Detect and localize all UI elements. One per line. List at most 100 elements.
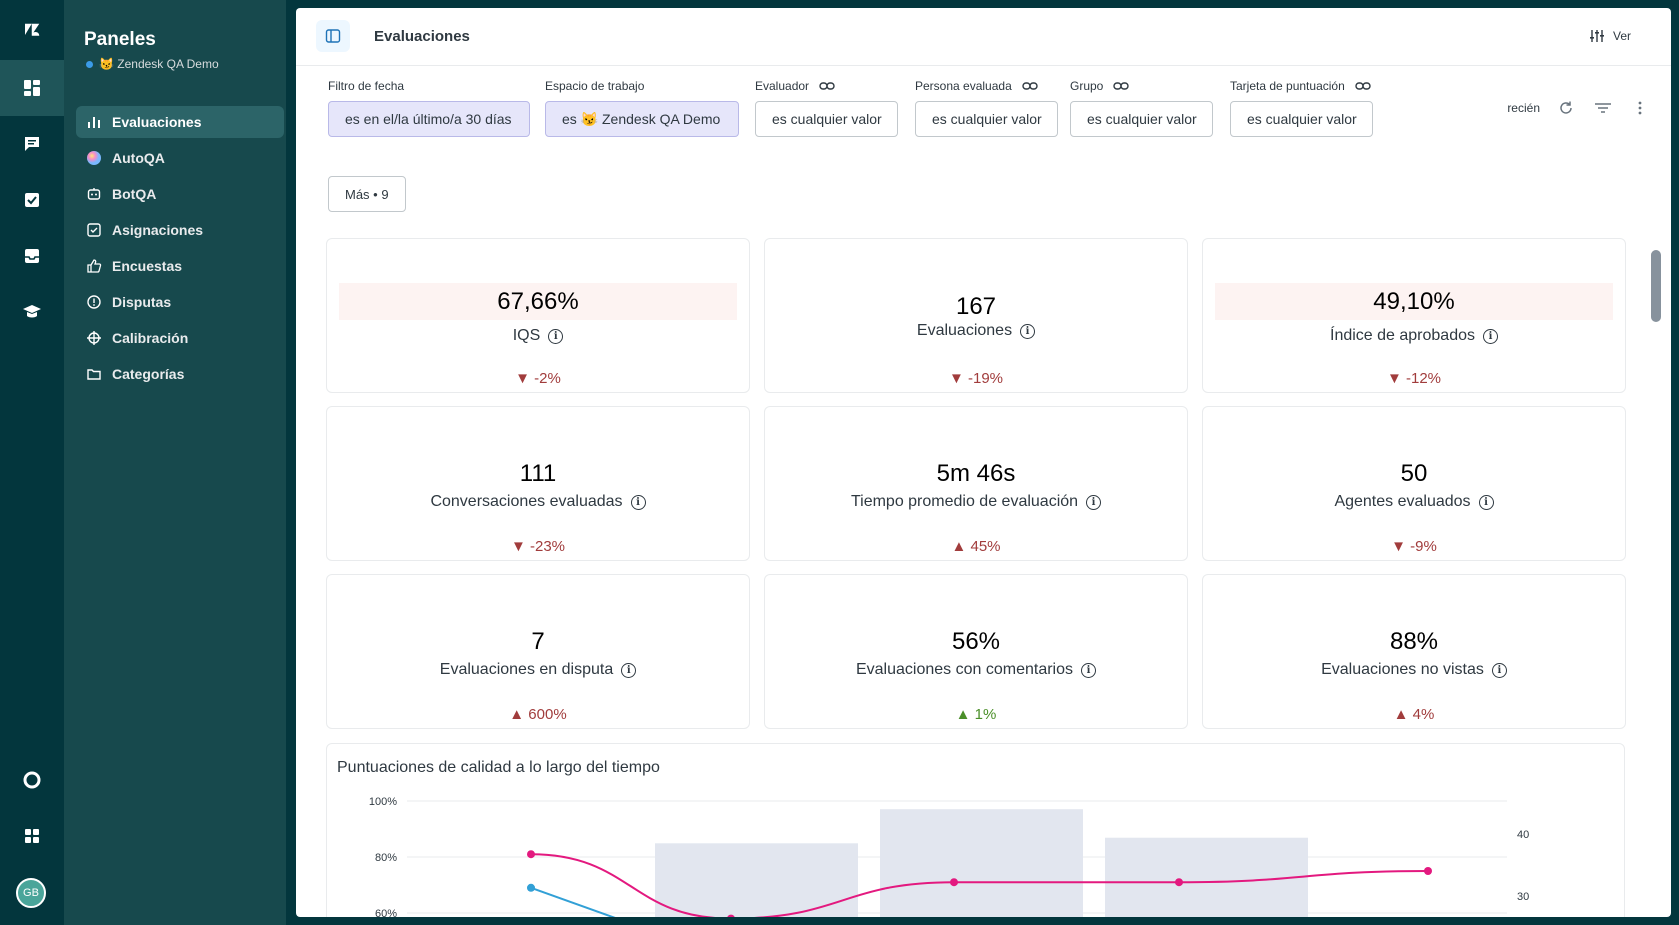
metric-card[interactable]: 88% Evaluaciones no vistas i ▲ 4% bbox=[1202, 574, 1626, 729]
filter-workspace-select[interactable]: es 😼 Zendesk QA Demo bbox=[545, 101, 739, 137]
metric-card[interactable]: 7 Evaluaciones en disputa i ▲ 600% bbox=[326, 574, 750, 729]
view-label: Ver bbox=[1612, 29, 1631, 43]
metric-label: IQS i bbox=[327, 327, 749, 345]
view-button[interactable]: Ver bbox=[1589, 28, 1631, 44]
sidebar-item-label: Calibración bbox=[112, 330, 189, 346]
sidebar-item-autoqa[interactable]: AutoQA bbox=[76, 142, 284, 174]
workspace-name: 😼 Zendesk QA Demo bbox=[99, 57, 219, 71]
quality-chart: 100% 80% 60% 40 30 bbox=[369, 796, 1529, 917]
sidebar-item-evaluaciones[interactable]: Evaluaciones bbox=[76, 106, 284, 138]
info-icon[interactable]: i bbox=[630, 494, 646, 510]
sidebar-item-calibracion[interactable]: Calibración bbox=[76, 322, 284, 354]
sidebar-toggle-button[interactable] bbox=[316, 20, 350, 52]
alert-circle-icon bbox=[87, 295, 101, 309]
zendesk-logo-icon[interactable] bbox=[0, 2, 64, 58]
metric-card[interactable]: 50 Agentes evaluados i ▼ -9% bbox=[1202, 406, 1626, 561]
info-icon[interactable]: i bbox=[621, 662, 637, 678]
metric-value: 111 bbox=[519, 460, 557, 487]
crosshair-icon bbox=[87, 331, 101, 345]
nav-title: Paneles bbox=[84, 29, 156, 50]
filter-icon[interactable] bbox=[1592, 100, 1614, 116]
y-tick-label: 100% bbox=[369, 796, 397, 808]
page-title: Evaluaciones bbox=[374, 28, 470, 45]
panel-icon bbox=[325, 29, 341, 43]
link-icon[interactable] bbox=[819, 81, 835, 91]
metric-value: 88% bbox=[1389, 628, 1439, 655]
top-bar: Evaluaciones Ver bbox=[296, 8, 1671, 66]
tasks-icon[interactable] bbox=[0, 172, 64, 228]
filter-date-select[interactable]: es en el/la último/a 30 días bbox=[328, 101, 530, 137]
metric-label-text: Índice de aprobados bbox=[1330, 327, 1475, 344]
sidebar-item-asignaciones[interactable]: Asignaciones bbox=[76, 214, 284, 246]
sidebar-item-disputas[interactable]: Disputas bbox=[76, 286, 284, 318]
filter-reviewer-select[interactable]: es cualquier valor bbox=[755, 101, 898, 137]
checkbox-icon bbox=[87, 223, 101, 237]
filter-scorecard: Tarjeta de puntuación es cualquier valor bbox=[1230, 78, 1373, 137]
more-filters-button[interactable]: Más • 9 bbox=[328, 176, 406, 212]
more-vertical-icon[interactable] bbox=[1632, 100, 1648, 116]
thumbs-up-icon bbox=[87, 259, 102, 273]
inbox-icon[interactable] bbox=[0, 228, 64, 284]
link-icon[interactable] bbox=[1022, 81, 1038, 91]
filter-tools: recién bbox=[1507, 100, 1648, 116]
metric-label: Evaluaciones en disputa i bbox=[327, 661, 749, 679]
metric-card[interactable]: 167 Evaluaciones i ▼ -19% bbox=[764, 238, 1188, 393]
y-tick-label: 80% bbox=[375, 852, 397, 864]
metric-card[interactable]: 56% Evaluaciones con comentarios i ▲ 1% bbox=[764, 574, 1188, 729]
sidebar-item-encuestas[interactable]: Encuestas bbox=[76, 250, 284, 282]
info-icon[interactable]: i bbox=[1081, 662, 1096, 678]
conversations-icon[interactable] bbox=[0, 116, 64, 172]
metric-label: Índice de aprobados i bbox=[1203, 327, 1625, 345]
coaching-icon[interactable] bbox=[0, 284, 64, 340]
dashboard-icon[interactable] bbox=[0, 60, 64, 116]
filter-label: Espacio de trabajo bbox=[545, 79, 645, 93]
y-tick-label: 60% bbox=[375, 908, 397, 917]
sidebar-item-label: Disputas bbox=[112, 294, 172, 310]
quality-chart-card: Puntuaciones de calidad a lo largo del t… bbox=[326, 743, 1625, 917]
filter-group-select[interactable]: es cualquier valor bbox=[1070, 101, 1213, 137]
link-icon[interactable] bbox=[1355, 81, 1371, 91]
scrollbar-thumb[interactable] bbox=[1651, 250, 1661, 322]
data-point bbox=[527, 850, 535, 859]
sidebar-item-botqa[interactable]: BotQA bbox=[76, 178, 284, 210]
metric-card[interactable]: 67,66% IQS i ▼ -2% bbox=[326, 238, 750, 393]
metric-label: Conversaciones evaluadas i bbox=[327, 493, 749, 511]
metric-label: Evaluaciones con comentarios i bbox=[765, 661, 1187, 679]
filter-label: Persona evaluada bbox=[915, 78, 1058, 94]
filter-reviewee-select[interactable]: es cualquier valor bbox=[915, 101, 1058, 137]
info-icon[interactable]: i bbox=[1086, 494, 1102, 510]
avatar[interactable]: GB bbox=[16, 878, 46, 908]
metric-label: Evaluaciones no vistas i bbox=[1203, 661, 1625, 679]
info-icon[interactable]: i bbox=[1020, 323, 1036, 339]
info-icon[interactable]: i bbox=[1483, 328, 1498, 344]
info-icon[interactable]: i bbox=[1491, 662, 1507, 678]
filter-scorecard-select[interactable]: es cualquier valor bbox=[1230, 101, 1373, 137]
metric-label-text: Conversaciones evaluadas bbox=[430, 493, 623, 510]
filter-bar: Filtro de fecha es en el/la último/a 30 … bbox=[328, 78, 1648, 148]
help-icon[interactable] bbox=[0, 752, 64, 808]
scrollbar[interactable] bbox=[1651, 238, 1661, 917]
metric-change: ▲ 600% bbox=[509, 706, 567, 723]
refresh-icon[interactable] bbox=[1558, 100, 1574, 116]
autoqa-orb-icon bbox=[87, 151, 101, 165]
workspace-indicator[interactable]: 😼 Zendesk QA Demo bbox=[86, 57, 219, 71]
apps-icon[interactable] bbox=[0, 808, 64, 864]
sidebar-item-label: Asignaciones bbox=[112, 222, 204, 238]
info-icon[interactable]: i bbox=[1478, 494, 1494, 510]
metric-card[interactable]: 111 Conversaciones evaluadas i ▼ -23% bbox=[326, 406, 750, 561]
chart-title: Puntuaciones de calidad a lo largo del t… bbox=[337, 759, 660, 776]
link-icon[interactable] bbox=[1113, 81, 1130, 91]
metric-value: 5m 46s bbox=[936, 460, 1016, 487]
sidebar-item-categorias[interactable]: Categorías bbox=[76, 358, 284, 390]
sidebar-item-label: AutoQA bbox=[112, 150, 165, 166]
metric-change: ▼ -23% bbox=[510, 538, 566, 555]
metric-label: Agentes evaluados i bbox=[1203, 493, 1625, 511]
metric-value: 50 bbox=[1400, 460, 1428, 487]
metric-card[interactable]: 49,10% Índice de aprobados i ▼ -12% bbox=[1202, 238, 1626, 393]
metric-card[interactable]: 5m 46s Tiempo promedio de evaluación i ▲ 45… bbox=[764, 406, 1188, 561]
main-content: Evaluaciones Ver Filtro de fecha es en e… bbox=[296, 8, 1671, 917]
info-icon[interactable]: i bbox=[548, 328, 564, 344]
filter-label: Evaluador bbox=[755, 78, 898, 94]
metric-label-text: Evaluaciones no vistas bbox=[1321, 661, 1484, 678]
metric-value: 49,10% bbox=[1215, 283, 1613, 320]
